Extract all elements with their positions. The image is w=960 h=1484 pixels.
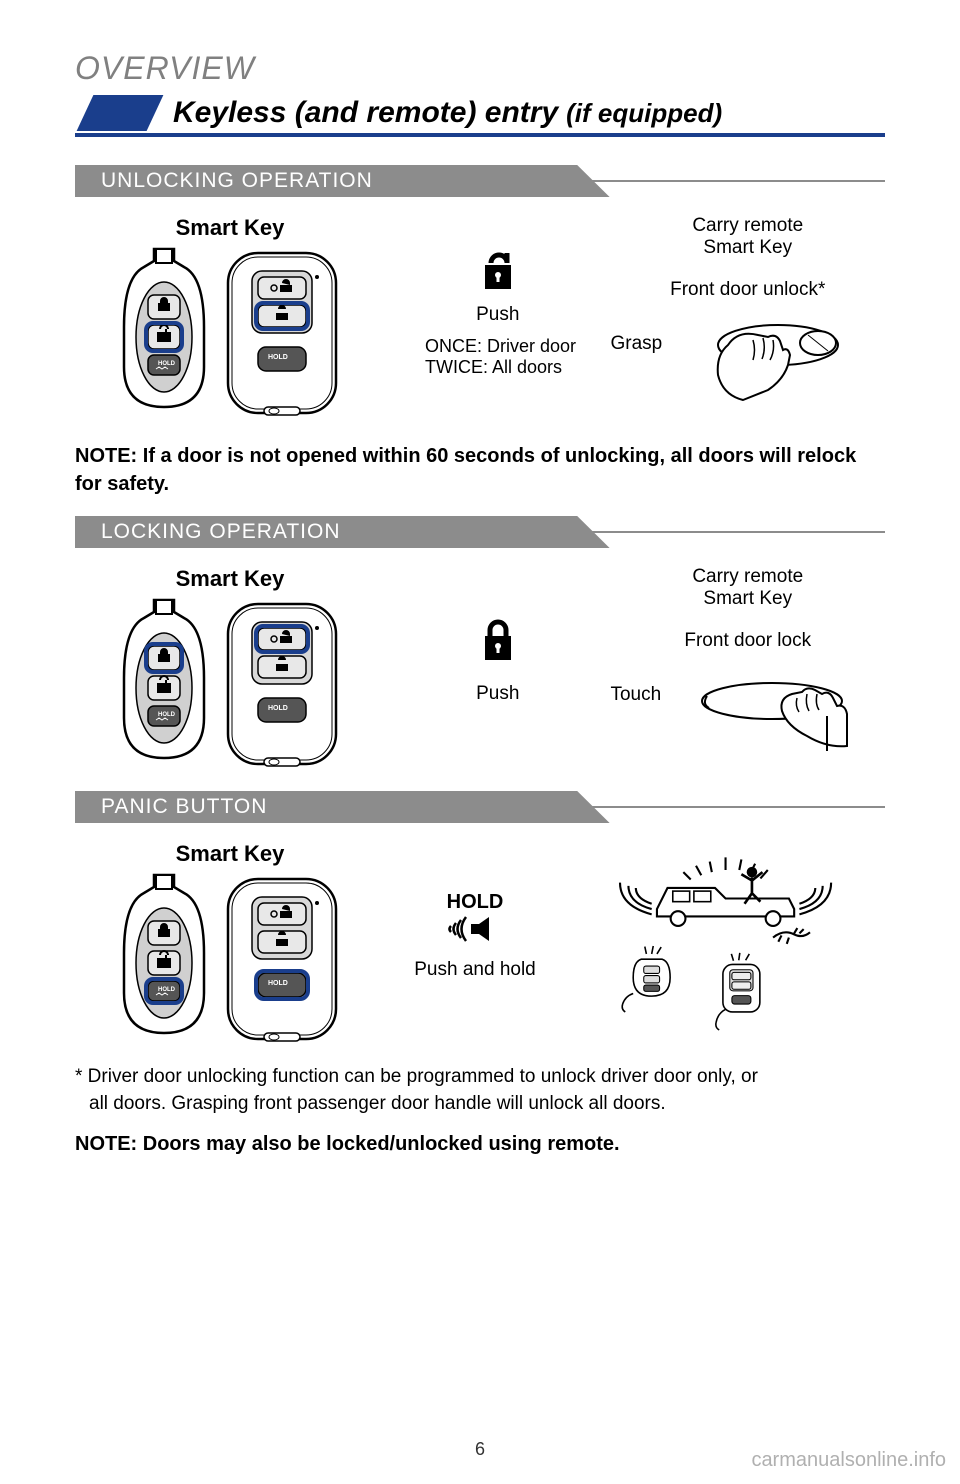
keyfob-3button-icon <box>118 598 210 763</box>
footnote-line1: * Driver door unlocking function can be … <box>75 1064 885 1091</box>
smart-key-label: Smart Key <box>75 566 385 592</box>
grasp-label: Grasp <box>610 333 662 355</box>
watermark: carmanualsonline.info <box>751 1449 946 1472</box>
footnote-line2: all doors. Grasping front passenger door… <box>75 1091 885 1118</box>
panic-scene-icon <box>565 851 865 1041</box>
smartkey-icon <box>222 247 342 422</box>
overview-label: OVERVIEW <box>75 50 885 87</box>
page-title-suffix: (if equipped) <box>566 98 722 129</box>
carry-remote-text: Carry remote Smart Key <box>610 566 885 610</box>
push-label: Push <box>385 683 610 705</box>
touch-label: Touch <box>610 684 661 706</box>
panic-banner: PANIC BUTTON <box>75 791 885 827</box>
front-lock-text: Front door lock <box>610 630 885 652</box>
carry-remote-text: Carry remote Smart Key <box>610 215 885 259</box>
smartkey-icon <box>222 598 342 773</box>
smart-key-label: Smart Key <box>75 841 385 867</box>
unlock-banner-text: UNLOCKING OPERATION <box>101 169 373 193</box>
unlock-icon <box>477 245 519 293</box>
alarm-speaker-icon <box>447 914 503 944</box>
push-once-text: ONCE: Driver door <box>425 336 610 357</box>
lock-banner: LOCKING OPERATION <box>75 516 885 552</box>
page-title: Keyless (and remote) entry <box>173 96 558 130</box>
smart-key-label: Smart Key <box>75 215 385 241</box>
relock-note: NOTE: If a door is not opened within 60 … <box>75 442 885 498</box>
door-handle-grasp-icon <box>668 305 858 405</box>
unlock-banner: UNLOCKING OPERATION <box>75 165 885 201</box>
push-label: Push <box>385 304 610 326</box>
hold-label: HOLD <box>385 891 565 914</box>
page-title-row: Keyless (and remote) entry (if equipped) <box>75 95 885 137</box>
lock-icon <box>477 616 519 664</box>
panic-banner-text: PANIC BUTTON <box>101 795 267 819</box>
keyfob-3button-icon <box>118 247 210 412</box>
page-number: 6 <box>475 1439 485 1460</box>
remote-note: NOTE: Doors may also be locked/unlocked … <box>75 1133 885 1156</box>
title-accent <box>77 95 164 131</box>
front-unlock-text: Front door unlock* <box>610 279 885 301</box>
push-twice-text: TWICE: All doors <box>425 357 610 378</box>
push-hold-label: Push and hold <box>385 959 565 981</box>
door-handle-touch-icon <box>667 656 867 756</box>
smartkey-icon <box>222 873 342 1048</box>
lock-banner-text: LOCKING OPERATION <box>101 520 340 544</box>
keyfob-3button-icon <box>118 873 210 1038</box>
